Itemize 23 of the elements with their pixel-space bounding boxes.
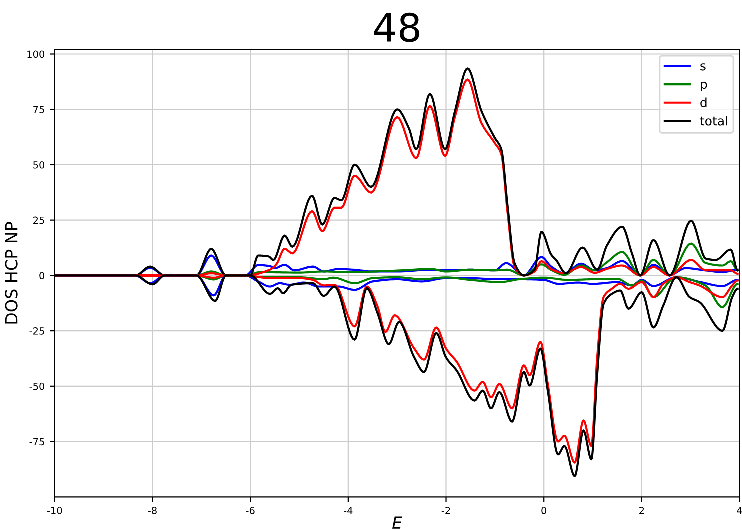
y-axis-title: DOS HCP NP (5, 222, 18, 324)
chart-title: 48 (374, 12, 420, 42)
x-tick-label: 0 (542, 507, 547, 514)
x-tick-label: 2 (640, 507, 644, 514)
x-tick-label: -2 (442, 507, 450, 514)
x-tick-label: -8 (148, 507, 157, 514)
legend-label: d (700, 98, 707, 108)
x-axis-title: E (392, 516, 403, 529)
legend-label: s (700, 64, 706, 71)
y-tick-label: 75 (34, 106, 44, 114)
y-tick-label: -75 (30, 438, 44, 446)
y-tick-label: 100 (28, 50, 45, 58)
y-tick-label: 50 (34, 161, 45, 169)
x-tick-label: -10 (47, 507, 62, 514)
legend-label: total (700, 116, 728, 126)
x-tick-label: -6 (246, 507, 255, 514)
y-tick-label: -50 (30, 382, 45, 390)
y-tick-label: 25 (34, 216, 44, 224)
legend-label: p (701, 82, 708, 92)
x-tick-label: 4 (737, 507, 742, 514)
x-tick-label: -4 (344, 507, 353, 514)
y-tick-label: -25 (30, 328, 44, 335)
y-tick-label: 0 (40, 272, 45, 280)
